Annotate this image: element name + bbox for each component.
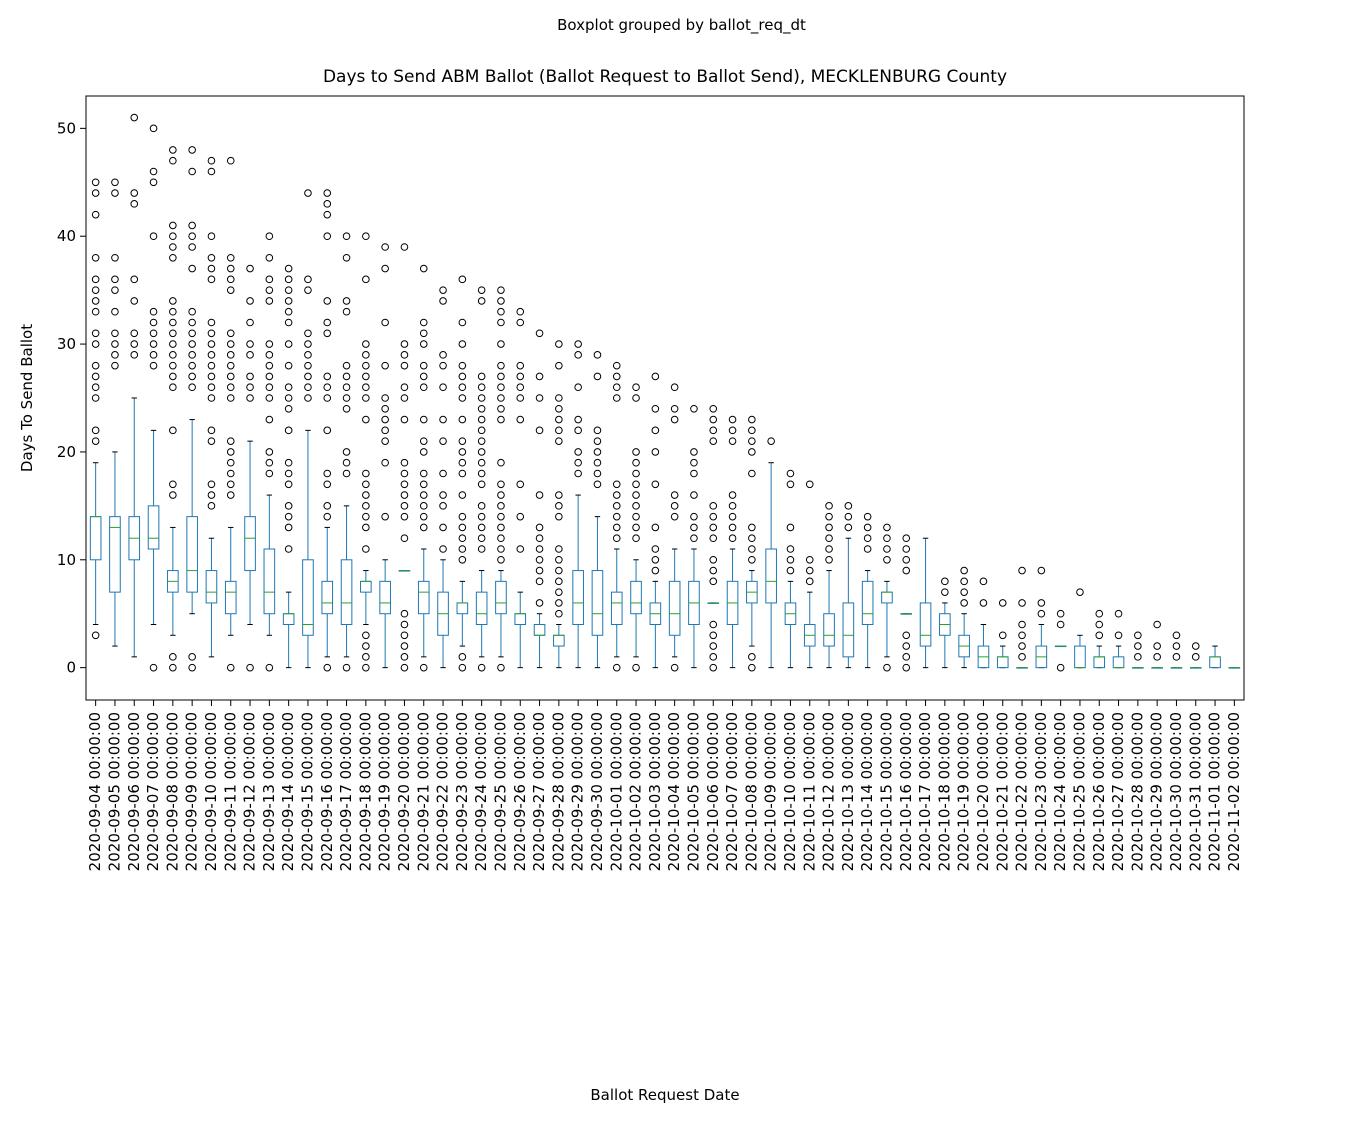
xtick-label: 2020-10-25 00:00:00 <box>1070 712 1088 871</box>
xtick-label: 2020-10-04 00:00:00 <box>665 712 683 871</box>
xtick-label: 2020-10-24 00:00:00 <box>1051 712 1069 871</box>
xtick-label: 2020-09-26 00:00:00 <box>511 712 529 871</box>
y-axis-label: Days To Send Ballot <box>18 324 36 472</box>
xtick-label: 2020-09-08 00:00:00 <box>163 712 181 871</box>
xtick-label: 2020-09-11 00:00:00 <box>221 712 239 871</box>
xtick-label: 2020-09-23 00:00:00 <box>453 712 471 871</box>
xtick-label: 2020-09-30 00:00:00 <box>588 712 606 871</box>
xtick-label: 2020-09-22 00:00:00 <box>434 712 452 871</box>
xtick-label: 2020-10-18 00:00:00 <box>935 712 953 871</box>
xtick-label: 2020-09-07 00:00:00 <box>144 712 162 871</box>
xtick-label: 2020-10-10 00:00:00 <box>781 712 799 871</box>
boxplot-figure: Boxplot grouped by ballot_req_dt Days to … <box>0 0 1363 1122</box>
xtick-label: 2020-09-04 00:00:00 <box>86 712 104 871</box>
xtick-label: 2020-10-09 00:00:00 <box>762 712 780 871</box>
xtick-label: 2020-10-30 00:00:00 <box>1167 712 1185 871</box>
xtick-label: 2020-09-24 00:00:00 <box>472 712 490 871</box>
xtick-label: 2020-10-05 00:00:00 <box>684 712 702 871</box>
xtick-label: 2020-10-13 00:00:00 <box>839 712 857 871</box>
xtick-label: 2020-09-19 00:00:00 <box>376 712 394 871</box>
xtick-label: 2020-09-09 00:00:00 <box>183 712 201 871</box>
xtick-label: 2020-10-08 00:00:00 <box>742 712 760 871</box>
xtick-label: 2020-10-12 00:00:00 <box>820 712 838 871</box>
xtick-label: 2020-10-06 00:00:00 <box>704 712 722 871</box>
xtick-label: 2020-11-02 00:00:00 <box>1225 712 1243 871</box>
ytick-label: 10 <box>57 551 76 569</box>
ytick-label: 40 <box>57 227 76 245</box>
xtick-label: 2020-09-12 00:00:00 <box>241 712 259 871</box>
xtick-label: 2020-10-29 00:00:00 <box>1148 712 1166 871</box>
xtick-label: 2020-10-07 00:00:00 <box>723 712 741 871</box>
xtick-label: 2020-09-06 00:00:00 <box>125 712 143 871</box>
xtick-label: 2020-09-29 00:00:00 <box>569 712 587 871</box>
xtick-label: 2020-09-18 00:00:00 <box>356 712 374 871</box>
xtick-label: 2020-09-16 00:00:00 <box>318 712 336 871</box>
xtick-label: 2020-09-21 00:00:00 <box>414 712 432 871</box>
xtick-label: 2020-10-14 00:00:00 <box>858 712 876 871</box>
xtick-label: 2020-09-14 00:00:00 <box>279 712 297 871</box>
xtick-label: 2020-10-23 00:00:00 <box>1032 712 1050 871</box>
xtick-label: 2020-10-20 00:00:00 <box>974 712 992 871</box>
xtick-label: 2020-10-27 00:00:00 <box>1109 712 1127 871</box>
xtick-label: 2020-11-01 00:00:00 <box>1206 712 1224 871</box>
xtick-label: 2020-10-19 00:00:00 <box>955 712 973 871</box>
xtick-label: 2020-10-02 00:00:00 <box>627 712 645 871</box>
xtick-label: 2020-10-01 00:00:00 <box>607 712 625 871</box>
xtick-label: 2020-10-03 00:00:00 <box>646 712 664 871</box>
xtick-label: 2020-10-26 00:00:00 <box>1090 712 1108 871</box>
xtick-label: 2020-10-31 00:00:00 <box>1186 712 1204 871</box>
xtick-label: 2020-09-27 00:00:00 <box>530 712 548 871</box>
x-axis-label: Ballot Request Date <box>590 1086 739 1104</box>
xtick-label: 2020-09-17 00:00:00 <box>337 712 355 871</box>
chart-suptitle: Boxplot grouped by ballot_req_dt <box>557 16 806 35</box>
xtick-label: 2020-09-13 00:00:00 <box>260 712 278 871</box>
xtick-label: 2020-09-05 00:00:00 <box>105 712 123 871</box>
xtick-label: 2020-10-16 00:00:00 <box>897 712 915 871</box>
xtick-label: 2020-10-17 00:00:00 <box>916 712 934 871</box>
ytick-label: 20 <box>57 443 76 461</box>
xtick-label: 2020-09-25 00:00:00 <box>491 712 509 871</box>
ytick-label: 0 <box>66 659 76 677</box>
xtick-label: 2020-10-22 00:00:00 <box>1013 712 1031 871</box>
xtick-label: 2020-09-10 00:00:00 <box>202 712 220 871</box>
ytick-label: 30 <box>57 335 76 353</box>
chart-title: Days to Send ABM Ballot (Ballot Request … <box>323 67 1007 87</box>
ytick-label: 50 <box>57 119 76 137</box>
xtick-label: 2020-10-11 00:00:00 <box>800 712 818 871</box>
xtick-label: 2020-09-28 00:00:00 <box>549 712 567 871</box>
xtick-label: 2020-10-21 00:00:00 <box>993 712 1011 871</box>
xtick-label: 2020-10-15 00:00:00 <box>877 712 895 871</box>
xtick-label: 2020-09-15 00:00:00 <box>298 712 316 871</box>
boxplot-group <box>1229 668 1240 669</box>
figure-bg <box>0 0 1363 1122</box>
xtick-label: 2020-10-28 00:00:00 <box>1128 712 1146 871</box>
xtick-label: 2020-09-20 00:00:00 <box>395 712 413 871</box>
